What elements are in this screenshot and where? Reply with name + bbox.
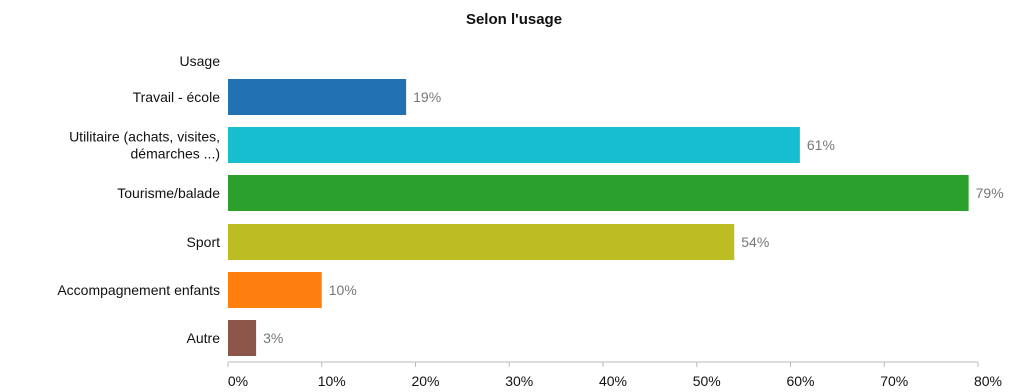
category-label-1: Utilitaire (achats, visites, démarches ..… bbox=[69, 129, 220, 162]
x-tick-label: 20% bbox=[411, 373, 439, 389]
category-label-line: Travail - école bbox=[133, 89, 221, 105]
category-label-line: Sport bbox=[187, 234, 221, 250]
x-tick-label: 50% bbox=[693, 373, 721, 389]
bar-4 bbox=[228, 272, 322, 308]
bar-5 bbox=[228, 320, 257, 356]
category-label-line: Accompagnement enfants bbox=[57, 282, 220, 298]
data-label-0: 19% bbox=[413, 89, 441, 105]
bars-group: Travail - école 19% Utilitaire (achats, vi… bbox=[57, 79, 1004, 356]
category-label-2: Tourisme/balade bbox=[117, 185, 220, 201]
category-label-5: Autre bbox=[187, 330, 221, 346]
x-tick-label: 70% bbox=[880, 373, 908, 389]
category-label-4: Accompagnement enfants bbox=[57, 282, 220, 298]
category-label-line: Tourisme/balade bbox=[117, 185, 220, 201]
x-tick-label: 10% bbox=[318, 373, 346, 389]
x-tick-label: 60% bbox=[786, 373, 814, 389]
data-label-3: 54% bbox=[741, 234, 769, 250]
x-tick-label: 0% bbox=[228, 373, 248, 389]
bar-2 bbox=[228, 175, 969, 211]
x-tick-label: 40% bbox=[599, 373, 627, 389]
x-tick-label: 30% bbox=[505, 373, 533, 389]
x-tick-label: 80% bbox=[974, 373, 1002, 389]
bar-0 bbox=[228, 79, 407, 115]
category-label-0: Travail - école bbox=[133, 89, 221, 105]
data-label-5: 3% bbox=[263, 330, 283, 346]
category-label-3: Sport bbox=[187, 234, 221, 250]
data-label-2: 79% bbox=[976, 185, 1004, 201]
bar-1 bbox=[228, 127, 800, 163]
category-label-line: démarches ...) bbox=[131, 146, 220, 162]
category-label-line: Utilitaire (achats, visites, bbox=[69, 129, 220, 145]
x-axis: 0% 10% 20% 30% 40% 50% 60% 70% 80% bbox=[227, 361, 1002, 389]
y-axis-label: Usage bbox=[180, 53, 221, 69]
chart-title: Selon l'usage bbox=[466, 11, 562, 28]
category-label-line: Autre bbox=[187, 330, 221, 346]
data-label-1: 61% bbox=[807, 137, 835, 153]
bar-3 bbox=[228, 224, 735, 260]
data-label-4: 10% bbox=[329, 282, 357, 298]
